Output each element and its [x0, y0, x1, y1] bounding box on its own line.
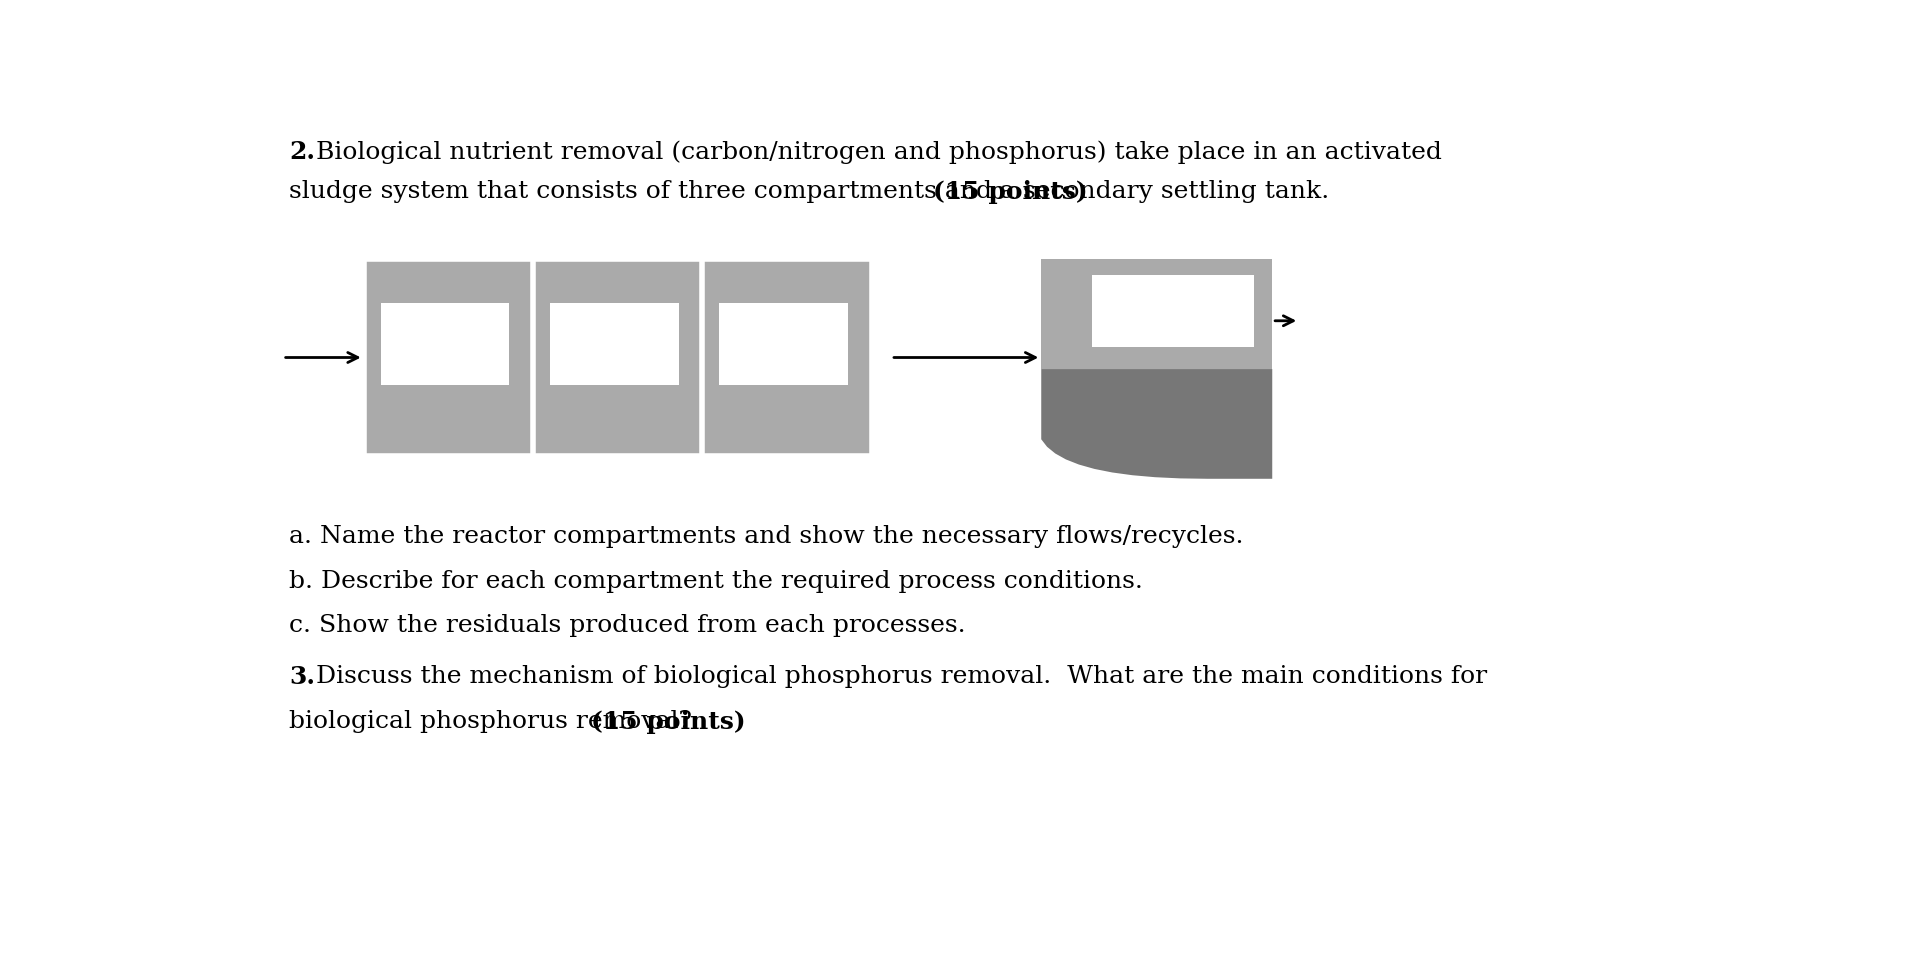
- Text: Biological nutrient removal (carbon/nitrogen and phosphorus) take place in an ac: Biological nutrient removal (carbon/nitr…: [316, 140, 1441, 164]
- Bar: [703, 259, 872, 456]
- Polygon shape: [1040, 369, 1272, 479]
- Text: a. Name the reactor compartments and show the necessary flows/recycles.: a. Name the reactor compartments and sho…: [289, 525, 1243, 548]
- Text: b. Describe for each compartment the required process conditions.: b. Describe for each compartment the req…: [289, 570, 1142, 592]
- Bar: [533, 259, 703, 456]
- Text: c. Show the residuals produced from each processes.: c. Show the residuals produced from each…: [289, 615, 966, 637]
- Text: (15 points): (15 points): [590, 710, 745, 733]
- Bar: [364, 259, 872, 456]
- Text: 3.: 3.: [289, 665, 314, 690]
- Text: sludge system that consists of three compartments and a secondary settling tank.: sludge system that consists of three com…: [289, 180, 1337, 203]
- Bar: [381, 303, 510, 385]
- Bar: [1092, 275, 1253, 347]
- Bar: [550, 303, 678, 385]
- Bar: [1040, 259, 1272, 369]
- Text: Discuss the mechanism of biological phosphorus removal.  What are the main condi: Discuss the mechanism of biological phos…: [316, 665, 1487, 688]
- Text: 2.: 2.: [289, 140, 314, 164]
- Bar: [364, 259, 533, 456]
- Text: biological phosphorus removal?: biological phosphorus removal?: [289, 710, 699, 732]
- Bar: [718, 303, 849, 385]
- Text: (15 points): (15 points): [933, 180, 1088, 204]
